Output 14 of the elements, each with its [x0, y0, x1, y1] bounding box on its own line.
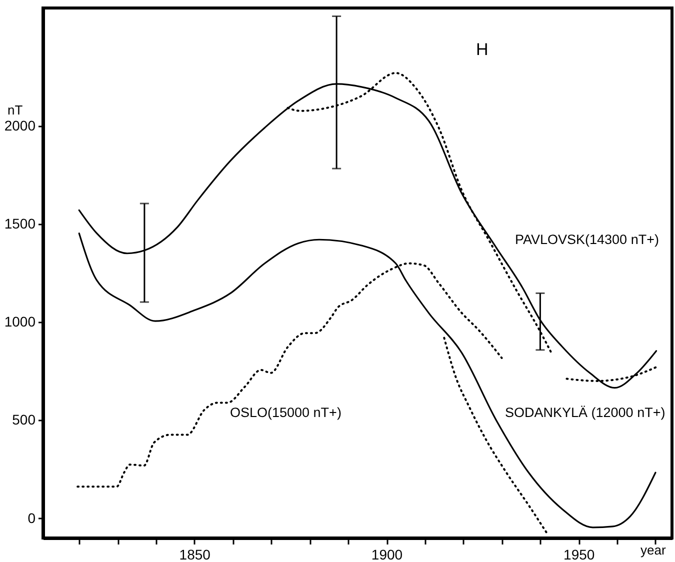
x-tick-label: 1950	[564, 546, 595, 562]
series-label: PAVLOVSK(14300 nT+)	[515, 232, 659, 247]
x-tick-label: 1850	[179, 546, 211, 562]
annotation: H	[476, 40, 488, 59]
y-tick-label: 2000	[4, 117, 36, 134]
x-axis-title: year	[640, 542, 666, 558]
y-tick-label: 0	[28, 510, 36, 526]
y-tick-label: 1500	[4, 215, 36, 232]
y-tick-label: 1000	[4, 314, 36, 330]
y-axis-title: nT	[8, 102, 23, 118]
y-tick-label: 500	[12, 412, 36, 428]
x-tick-label: 1900	[371, 546, 403, 562]
series-label: OSLO(15000 nT+)	[230, 405, 342, 420]
series-label: SODANKYLÄ (12000 nT+)	[505, 405, 666, 420]
